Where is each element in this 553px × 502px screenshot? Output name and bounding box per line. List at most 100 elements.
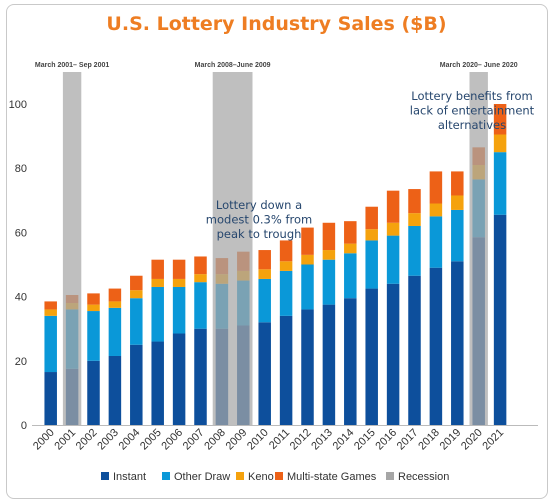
x-tick-label: 2019 xyxy=(438,427,464,453)
x-tick-label: 2014 xyxy=(331,427,357,453)
bar-segment: Keno 2012: 3 xyxy=(301,254,314,265)
legend-swatch xyxy=(386,472,394,480)
x-tick-label: 2013 xyxy=(309,427,335,453)
bar-segment: Keno 2003: 2 xyxy=(108,301,122,308)
bar-segment: Instant 2017: 46.5 xyxy=(408,275,421,425)
bar-segment: Keno 2005: 2.5 xyxy=(151,278,164,287)
legend-label: Instant xyxy=(113,471,146,483)
legend-swatch xyxy=(275,472,283,480)
bar-segment: Keno 2007: 2.5 xyxy=(194,274,207,283)
bar-segment: Keno 2021: 5.5 xyxy=(493,134,507,153)
chart-annotation: Lottery benefits from lack of entertainme… xyxy=(410,89,535,132)
bar-segment: Multi-state Games 2004: 4.5 xyxy=(130,275,143,291)
bar-segment: Other Draw 2005: 17 xyxy=(151,286,164,342)
recession-period-label: March 2001– Sep 2001 xyxy=(35,62,109,69)
bar-segment: Instant 2007: 30 xyxy=(194,328,207,425)
x-tick-label: 2021 xyxy=(480,427,506,453)
x-tick-label: 2017 xyxy=(395,427,421,453)
bar-segment: Other Draw 2006: 14.5 xyxy=(172,286,186,334)
bar-segment: Multi-state Games 2002: 3.5 xyxy=(87,293,100,305)
y-tick-label: 60 xyxy=(15,227,27,239)
x-tick-label: 2020 xyxy=(459,427,485,453)
legend-label: Recession xyxy=(398,471,449,483)
x-tick-label: 2001 xyxy=(52,427,78,453)
bar-segment: Keno 2019: 4.5 xyxy=(451,195,464,210)
chart-annotation: Lottery down a modest 0.3% from peak to tr… xyxy=(206,198,312,241)
bar-segment: Other Draw 2021: 19.5 xyxy=(493,152,507,215)
bar-segment: Instant 2005: 26 xyxy=(151,341,164,425)
recession-period-label: March 2008–June 2009 xyxy=(195,62,271,69)
bar-segment: Instant 2003: 21.5 xyxy=(108,355,122,425)
bar-segment: Instant 2010: 32 xyxy=(258,322,271,425)
bar-segment: Keno 2011: 3 xyxy=(279,261,293,271)
x-tick-label: 2011 xyxy=(267,427,292,452)
bar-segment: Multi-state Games 2003: 4 xyxy=(108,288,122,302)
y-tick-label: 40 xyxy=(15,292,27,304)
recession-period-label: March 2020– June 2020 xyxy=(440,62,518,69)
x-tick-label: 2015 xyxy=(352,427,378,453)
bar-segment: Keno 2015: 3.5 xyxy=(365,229,378,241)
chart-title: U.S. Lottery Industry Sales ($B) xyxy=(106,13,447,35)
recession-band xyxy=(469,72,488,425)
legend-label: Keno xyxy=(248,471,274,483)
bar-segment: Multi-state Games 2013: 8.5 xyxy=(322,222,336,251)
bar-segment: Keno 2004: 2.5 xyxy=(130,290,143,299)
bar-segment: Multi-state Games 2007: 5.5 xyxy=(194,256,207,275)
bar-segment: Instant 2014: 39.5 xyxy=(344,298,357,425)
legend-swatch xyxy=(101,472,109,480)
bar-segment: Other Draw 2018: 16 xyxy=(429,216,443,268)
x-tick-label: 2010 xyxy=(245,427,271,453)
x-tick-label: 2003 xyxy=(95,427,121,453)
bar-segment: Other Draw 2012: 14 xyxy=(301,264,314,310)
bar-segment: Other Draw 2000: 17.5 xyxy=(44,315,57,373)
bar-segment: Multi-state Games 2015: 7 xyxy=(365,206,378,230)
legend-label: Multi-state Games xyxy=(287,471,377,483)
bar-segment: Other Draw 2013: 14 xyxy=(322,259,336,305)
bar-segment: Other Draw 2016: 15 xyxy=(386,235,400,284)
bar-segment: Other Draw 2019: 16 xyxy=(451,209,464,262)
bar-segment: Multi-state Games 2017: 7.5 xyxy=(408,189,421,214)
legend-label: Other Draw xyxy=(174,471,230,483)
bar-segment: Keno 2014: 3 xyxy=(344,243,357,254)
bar-segment: Multi-state Games 2010: 6 xyxy=(258,250,271,270)
y-tick-label: 20 xyxy=(15,356,27,368)
bar-segment: Instant 2021: 65.5 xyxy=(493,214,507,425)
bar-segment: Instant 2000: 16.5 xyxy=(44,372,57,425)
bar-segment: Keno 2002: 2 xyxy=(87,304,100,312)
legend-swatch xyxy=(236,472,244,480)
y-tick-label: 100 xyxy=(9,99,27,111)
bar-segment: Keno 2006: 2.5 xyxy=(172,278,186,287)
bar-segment: Multi-state Games 2011: 6.5 xyxy=(279,240,293,262)
recession-band xyxy=(212,72,253,425)
bar-segment: Instant 2012: 36 xyxy=(301,309,314,425)
x-tick-label: 2007 xyxy=(181,427,207,453)
bar-segment: Other Draw 2011: 14 xyxy=(279,270,293,316)
bar-segment: Keno 2018: 4 xyxy=(429,203,443,217)
bar-segment: Instant 2002: 20 xyxy=(87,360,100,425)
bar-segment: Other Draw 2014: 14 xyxy=(344,253,357,299)
bar-segment: Multi-state Games 2006: 6 xyxy=(172,259,186,279)
bar-segment: Multi-state Games 2016: 10 xyxy=(386,190,400,223)
x-tick-label: 2009 xyxy=(224,427,250,453)
bar-segment: Instant 2006: 28.5 xyxy=(172,333,186,425)
bar-segment: Keno 2016: 4 xyxy=(386,222,400,236)
recession-band xyxy=(62,72,82,425)
bar-segment: Other Draw 2010: 13.5 xyxy=(258,278,271,323)
bar-segment: Multi-state Games 2000: 2.5 xyxy=(44,301,57,310)
x-tick-label: 2000 xyxy=(31,427,57,453)
bar-segment: Keno 2013: 3 xyxy=(322,250,336,260)
x-tick-label: 2016 xyxy=(373,427,399,453)
bar-segment: Keno 2000: 2 xyxy=(44,309,57,316)
bar-segment: Instant 2015: 42.5 xyxy=(365,288,378,425)
bar-segment: Instant 2013: 37.5 xyxy=(322,304,336,425)
x-tick-label: 2002 xyxy=(74,427,100,453)
bar-segment: Instant 2016: 44 xyxy=(386,283,400,425)
bar-segment: Other Draw 2002: 15.5 xyxy=(87,311,100,361)
x-tick-label: 2006 xyxy=(159,427,185,453)
bar-segment: Other Draw 2015: 15 xyxy=(365,240,378,289)
bar-segment: Multi-state Games 2018: 10 xyxy=(429,171,443,204)
bar-segment: Instant 2011: 34 xyxy=(279,315,293,425)
x-tick-label: 2012 xyxy=(288,427,314,453)
x-tick-label: 2008 xyxy=(202,427,228,453)
